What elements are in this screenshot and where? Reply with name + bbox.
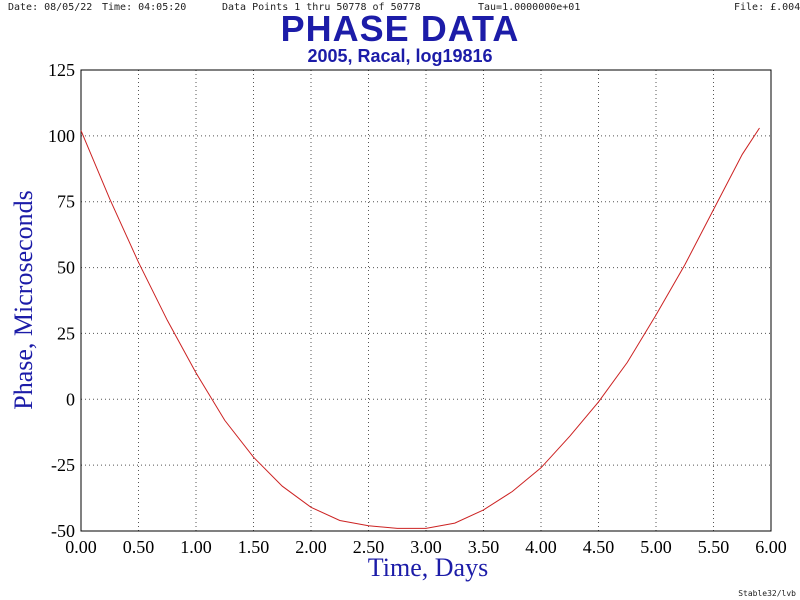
y-tick-label: 100 [48,126,75,146]
x-tick-label: 5.00 [640,537,672,557]
header-file: File: £.004 [734,2,800,13]
x-tick-label: 5.50 [698,537,730,557]
grid-lines [81,70,771,531]
y-tick-label: 25 [57,323,75,343]
y-tick-label: 75 [57,192,75,212]
x-axis-label: Time, Days [368,553,488,582]
x-tick-label: 0.50 [123,537,155,557]
tick-labels: 0.00 0.50 1.00 1.50 2.00 2.50 3.00 3.50 4.00 4.50… [48,60,787,557]
y-tick-label: 50 [57,258,75,278]
x-tick-label: 4.00 [525,537,557,557]
x-tick-label: 4.50 [583,537,615,557]
x-tick-label: 3.00 [410,537,442,557]
header-time: Time: 04:05:20 [102,2,187,13]
chart-subtitle: 2005, Racal, log19816 [307,46,493,66]
footer-credit: Stable32/lvb [738,589,796,598]
chart-title: PHASE DATA [280,8,520,49]
y-tick-label: 125 [48,60,75,80]
x-tick-label: 2.50 [353,537,385,557]
x-tick-label: 1.00 [180,537,212,557]
plot-frame [80,69,772,532]
header-date: Date: 08/05/22 [8,2,93,13]
x-tick-label: 3.50 [468,537,500,557]
y-tick-label: -50 [51,521,75,541]
header-tau: Tau=1.0000000e+01 [478,2,581,13]
y-tick-label: -25 [51,455,75,475]
y-axis-label: Phase, Microseconds [9,190,38,410]
x-tick-label: 2.00 [295,537,327,557]
y-tick-label: 0 [66,389,75,409]
x-tick-label: 1.50 [238,537,270,557]
x-tick-label: 0.00 [65,537,97,557]
phase-curve [80,127,760,529]
x-tick-label: 6.00 [755,537,787,557]
header-data-points: Data Points 1 thru 50778 of 50778 [222,2,421,13]
